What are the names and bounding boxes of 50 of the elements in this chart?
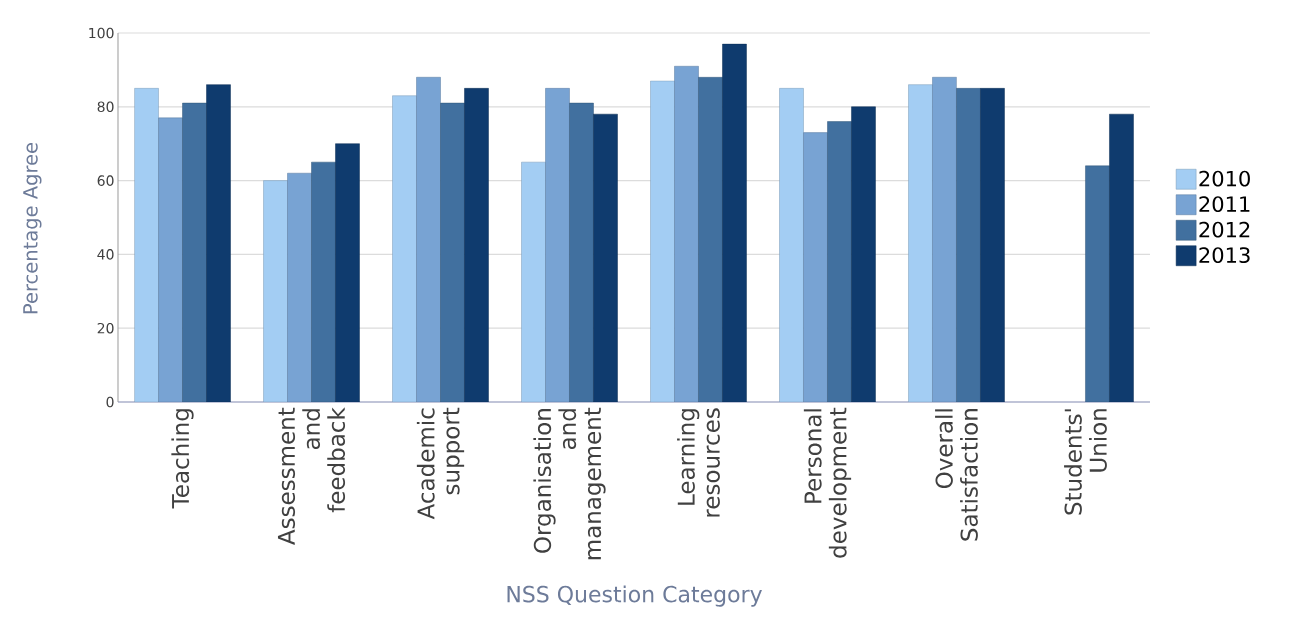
legend-label: 2013 bbox=[1199, 247, 1250, 264]
bar bbox=[932, 77, 957, 402]
x-tick-label: Organisation and management bbox=[533, 407, 606, 560]
legend-label: 2011 bbox=[1199, 196, 1250, 213]
bar bbox=[440, 102, 465, 402]
y-tick-label: 40 bbox=[97, 249, 114, 260]
bar bbox=[206, 84, 231, 402]
y-tick-label: 80 bbox=[97, 101, 114, 113]
bar bbox=[263, 180, 288, 402]
x-tick-label: Assessment and feedback bbox=[277, 407, 346, 545]
bar bbox=[335, 143, 360, 402]
bar bbox=[779, 88, 804, 402]
bar bbox=[593, 113, 618, 402]
x-tick-label: Academic support bbox=[416, 407, 465, 520]
bar bbox=[182, 102, 207, 402]
bar bbox=[650, 80, 675, 402]
x-axis-title: NSS Question Category bbox=[507, 585, 762, 607]
bar bbox=[851, 106, 876, 402]
bar bbox=[980, 88, 1005, 402]
bar bbox=[392, 95, 417, 402]
legend-label: 2012 bbox=[1199, 221, 1250, 238]
bar bbox=[1085, 165, 1110, 402]
legend-label: 2010 bbox=[1199, 170, 1250, 187]
bar bbox=[827, 121, 852, 402]
y-axis-title: Percentage Agree bbox=[23, 143, 42, 314]
bar bbox=[674, 65, 699, 402]
bar bbox=[698, 77, 723, 402]
bar bbox=[134, 88, 159, 402]
x-tick-label: Overall Satisfaction bbox=[935, 409, 978, 541]
x-tick-label: Personal development bbox=[803, 407, 852, 558]
bar bbox=[464, 88, 489, 402]
y-tick-label: 20 bbox=[97, 322, 114, 334]
bar bbox=[1109, 113, 1134, 402]
bar bbox=[287, 172, 312, 402]
bar bbox=[908, 84, 933, 402]
bar bbox=[158, 117, 183, 402]
x-tick-label: Learning resources bbox=[677, 408, 720, 517]
y-tick-label: 0 bbox=[106, 396, 114, 408]
y-tick-label: 100 bbox=[89, 27, 114, 39]
bar bbox=[416, 77, 441, 402]
bar bbox=[722, 43, 747, 402]
x-tick-label: Students' Union bbox=[1064, 409, 1107, 515]
bar bbox=[545, 88, 570, 402]
y-tick-label: 60 bbox=[97, 175, 114, 186]
bar bbox=[803, 132, 828, 402]
x-tick-label: Teaching bbox=[171, 409, 194, 509]
bar bbox=[569, 102, 594, 402]
bar bbox=[521, 161, 546, 402]
bar bbox=[311, 161, 336, 402]
bar bbox=[956, 88, 981, 402]
